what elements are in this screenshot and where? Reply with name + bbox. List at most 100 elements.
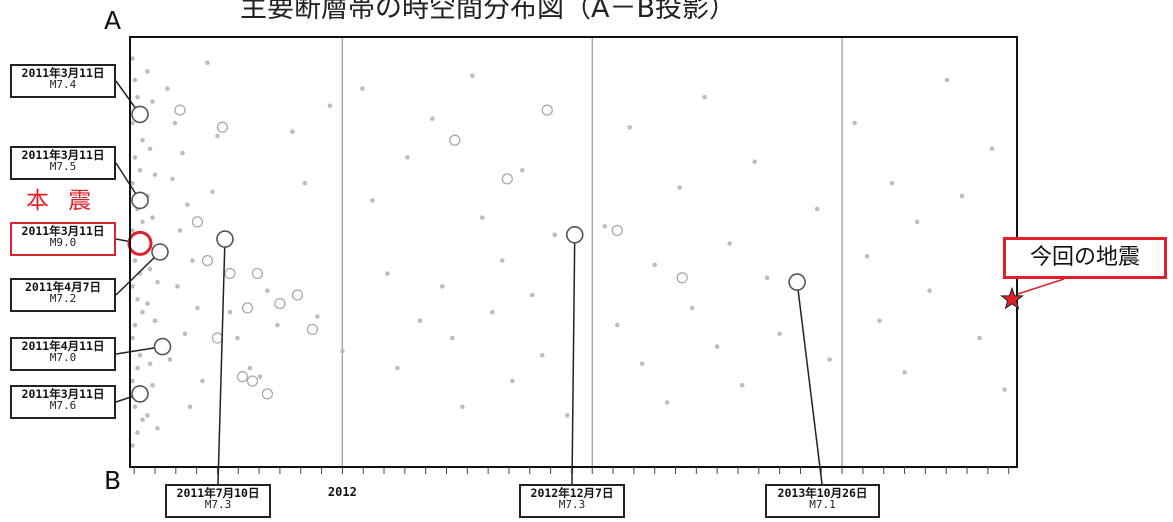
quake-point xyxy=(315,314,320,319)
quake-point xyxy=(764,275,770,281)
quake-point xyxy=(130,335,135,341)
quake-point xyxy=(827,357,832,362)
quake-point xyxy=(205,60,210,66)
quake-point xyxy=(135,430,140,435)
event-label-box: 2011年7月10日 M7.3 xyxy=(165,484,271,518)
quake-circle xyxy=(246,375,259,387)
quake-point xyxy=(275,322,280,328)
endpoint-b-label: B xyxy=(104,466,122,495)
quake-point xyxy=(852,120,857,126)
quake-point xyxy=(185,202,190,207)
event-marker xyxy=(565,226,584,244)
quake-point xyxy=(145,301,150,306)
quake-point xyxy=(689,305,695,311)
quake-point xyxy=(172,120,178,126)
quake-circle xyxy=(241,302,254,314)
quake-circle xyxy=(501,173,513,185)
quake-point xyxy=(140,219,145,225)
quake-point xyxy=(190,258,195,263)
quake-point xyxy=(602,223,608,229)
event-label-box: 2013年10月26日 M7.1 xyxy=(765,484,880,518)
event-magnitude: M7.3 xyxy=(558,498,586,512)
event-leader-lines xyxy=(115,80,823,485)
quake-circle xyxy=(449,134,461,146)
quake-point xyxy=(889,180,895,186)
quake-point xyxy=(155,279,160,285)
quake-point xyxy=(182,331,188,337)
quake-circle xyxy=(236,371,249,383)
quake-point xyxy=(327,103,333,109)
quake-circle xyxy=(261,388,274,400)
quake-point xyxy=(290,129,295,134)
quake-circle xyxy=(201,254,214,267)
quake-point xyxy=(614,322,620,328)
quake-point xyxy=(132,155,138,160)
quake-point xyxy=(150,99,155,104)
event-date: 2011年3月11日 xyxy=(21,66,105,80)
quake-point xyxy=(405,155,410,160)
event-magnitude: M7.0 xyxy=(49,351,77,365)
quake-point xyxy=(265,288,270,294)
quake-point xyxy=(247,365,253,371)
quake-point xyxy=(257,374,263,380)
quake-point xyxy=(132,77,138,83)
background-quakes xyxy=(130,56,1007,448)
quake-circle xyxy=(191,216,204,228)
event-label-box: 2011年3月11日 M7.4 xyxy=(10,64,116,98)
quake-point xyxy=(150,215,155,220)
quake-point xyxy=(302,180,308,186)
quake-point xyxy=(215,133,220,139)
quake-circle xyxy=(211,332,224,344)
quake-point xyxy=(989,146,995,152)
year-gridlines xyxy=(341,37,843,467)
quake-circle xyxy=(611,224,623,237)
current-event-label: 今回の地震 xyxy=(1003,237,1167,279)
quake-point xyxy=(509,378,515,384)
quake-point xyxy=(564,413,570,418)
quake-point xyxy=(664,400,670,405)
quake-point xyxy=(814,206,820,212)
x-tick-label: 2012 xyxy=(328,485,357,499)
current-event-pointer xyxy=(1017,278,1065,295)
background-quake-circles xyxy=(174,104,688,400)
quake-point xyxy=(227,309,233,315)
event-date: 2011年4月7日 xyxy=(24,280,102,294)
event-date: 2011年3月11日 xyxy=(21,148,105,162)
quake-point xyxy=(877,318,882,324)
event-marker xyxy=(131,191,149,210)
quake-point xyxy=(470,73,475,78)
quake-point xyxy=(147,266,153,272)
quake-point xyxy=(417,318,423,324)
quake-point xyxy=(132,322,138,328)
quake-point xyxy=(175,284,180,289)
quake-point xyxy=(552,232,558,238)
quake-point xyxy=(480,215,485,220)
endpoint-a-label: A xyxy=(104,6,122,35)
event-date: 2013年10月26日 xyxy=(777,486,868,500)
leader-line xyxy=(571,234,576,485)
quake-point xyxy=(395,365,400,371)
quake-point xyxy=(752,159,757,164)
labeled-event-markers xyxy=(127,105,806,403)
event-label-box: 2011年4月11日 M7.0 xyxy=(10,337,116,371)
quake-point xyxy=(739,383,745,388)
quake-point xyxy=(460,404,465,410)
quake-point xyxy=(714,344,720,349)
quake-point xyxy=(450,335,455,341)
mainshock-label: 本 震 xyxy=(26,188,98,214)
quake-point xyxy=(145,69,150,74)
quake-circle xyxy=(274,297,286,310)
event-label-box: 2011年3月11日 M9.0 xyxy=(10,222,116,256)
quake-point xyxy=(864,253,870,259)
quake-point xyxy=(152,172,158,177)
quake-point xyxy=(170,176,175,182)
quake-circle xyxy=(251,267,264,280)
quake-point xyxy=(519,168,525,173)
quake-point xyxy=(235,335,240,341)
quake-point xyxy=(914,219,920,225)
event-label-box: 2011年3月11日 M7.5 xyxy=(10,146,116,180)
minor-tick-marks xyxy=(133,467,1010,474)
quake-circle xyxy=(224,267,236,280)
quake-point xyxy=(677,185,682,190)
